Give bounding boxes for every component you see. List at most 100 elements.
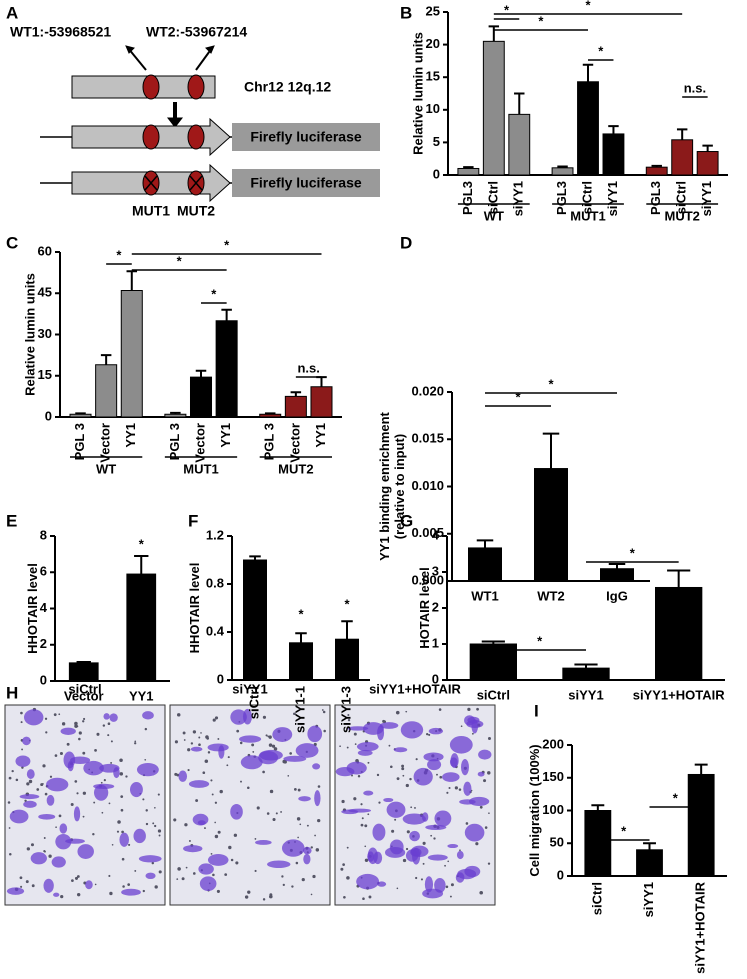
pore bbox=[405, 783, 409, 788]
pore bbox=[295, 861, 299, 865]
pore bbox=[60, 895, 64, 899]
bar bbox=[95, 364, 118, 418]
stain bbox=[99, 763, 120, 773]
pore bbox=[415, 758, 418, 761]
y-tick-label: 30 bbox=[38, 326, 52, 341]
pore bbox=[44, 792, 48, 796]
pore bbox=[235, 861, 239, 865]
significance: * bbox=[585, 0, 591, 12]
error-bar bbox=[514, 92, 525, 115]
pore bbox=[54, 754, 58, 757]
stain bbox=[427, 854, 448, 861]
y-tick-label: 100 bbox=[542, 802, 564, 817]
y-tick-label: 15 bbox=[38, 367, 52, 382]
pore bbox=[448, 786, 451, 790]
pore bbox=[401, 764, 405, 768]
pore bbox=[487, 736, 491, 740]
bar bbox=[164, 413, 187, 418]
error-bar bbox=[221, 308, 232, 321]
pore bbox=[204, 827, 206, 830]
pore bbox=[395, 710, 400, 715]
pore bbox=[145, 822, 149, 826]
pore bbox=[252, 751, 255, 753]
stain bbox=[46, 794, 55, 806]
y-tick-label: 60 bbox=[38, 243, 52, 258]
pore bbox=[58, 814, 62, 818]
stain bbox=[239, 735, 262, 743]
pore bbox=[134, 742, 137, 745]
pore bbox=[315, 848, 320, 852]
site bbox=[187, 74, 205, 100]
pore bbox=[78, 731, 82, 735]
pore bbox=[158, 834, 161, 837]
pore bbox=[267, 735, 269, 738]
pore bbox=[488, 812, 490, 815]
pore bbox=[262, 898, 266, 901]
significance: * bbox=[537, 633, 543, 648]
stain bbox=[46, 777, 69, 792]
panel-label: I bbox=[534, 701, 539, 720]
luciferase-label: Firefly luciferase bbox=[250, 129, 361, 145]
pore bbox=[176, 713, 181, 717]
stain bbox=[424, 876, 434, 893]
y-tick-label: 20 bbox=[426, 36, 440, 51]
stains bbox=[6, 707, 492, 901]
group-label: WT bbox=[96, 461, 116, 476]
stain bbox=[283, 755, 307, 762]
pore bbox=[144, 727, 148, 731]
pore bbox=[185, 866, 188, 869]
error-bar bbox=[591, 804, 605, 811]
error-bar bbox=[608, 125, 619, 134]
bar bbox=[671, 139, 694, 176]
pore bbox=[293, 712, 296, 715]
site-label: WT1:-53968521 bbox=[10, 24, 111, 40]
pore bbox=[134, 869, 137, 872]
pore bbox=[438, 708, 442, 711]
pore bbox=[183, 739, 186, 741]
error-bar bbox=[134, 554, 149, 575]
pore bbox=[188, 839, 191, 842]
pore bbox=[354, 743, 357, 745]
pore bbox=[430, 834, 433, 837]
stain bbox=[142, 711, 154, 720]
pore bbox=[394, 818, 397, 821]
pore bbox=[224, 873, 228, 876]
stain bbox=[428, 727, 444, 735]
pore bbox=[103, 779, 106, 782]
pore bbox=[120, 795, 124, 798]
stain bbox=[53, 892, 60, 897]
pore bbox=[116, 830, 120, 833]
pore bbox=[157, 829, 162, 833]
pore bbox=[111, 843, 114, 846]
pore bbox=[74, 724, 78, 728]
site bbox=[142, 124, 160, 150]
pore bbox=[7, 801, 11, 804]
pore bbox=[244, 895, 249, 899]
x-tick-label: siYY1 bbox=[605, 181, 620, 216]
error-bar bbox=[651, 164, 662, 168]
pore bbox=[256, 806, 260, 810]
pore bbox=[265, 734, 268, 737]
pore bbox=[59, 751, 63, 756]
stain bbox=[109, 713, 118, 722]
pore bbox=[269, 789, 274, 794]
error-bar bbox=[295, 632, 307, 643]
bar bbox=[310, 386, 333, 418]
pore bbox=[76, 892, 81, 897]
stain bbox=[348, 808, 372, 813]
pore bbox=[426, 732, 429, 736]
x-tick-label: siYY1-3 bbox=[338, 686, 353, 733]
stain bbox=[298, 796, 311, 802]
error-bar bbox=[316, 376, 327, 387]
pore bbox=[26, 847, 30, 851]
stain bbox=[9, 809, 29, 824]
significance: n.s. bbox=[297, 360, 319, 375]
pore bbox=[275, 812, 278, 815]
pore bbox=[422, 841, 426, 845]
pore bbox=[306, 824, 309, 827]
pore bbox=[296, 817, 301, 821]
pore bbox=[299, 823, 302, 826]
pore bbox=[262, 770, 265, 774]
image-label: siYY1 bbox=[232, 681, 267, 696]
pore bbox=[444, 864, 446, 867]
